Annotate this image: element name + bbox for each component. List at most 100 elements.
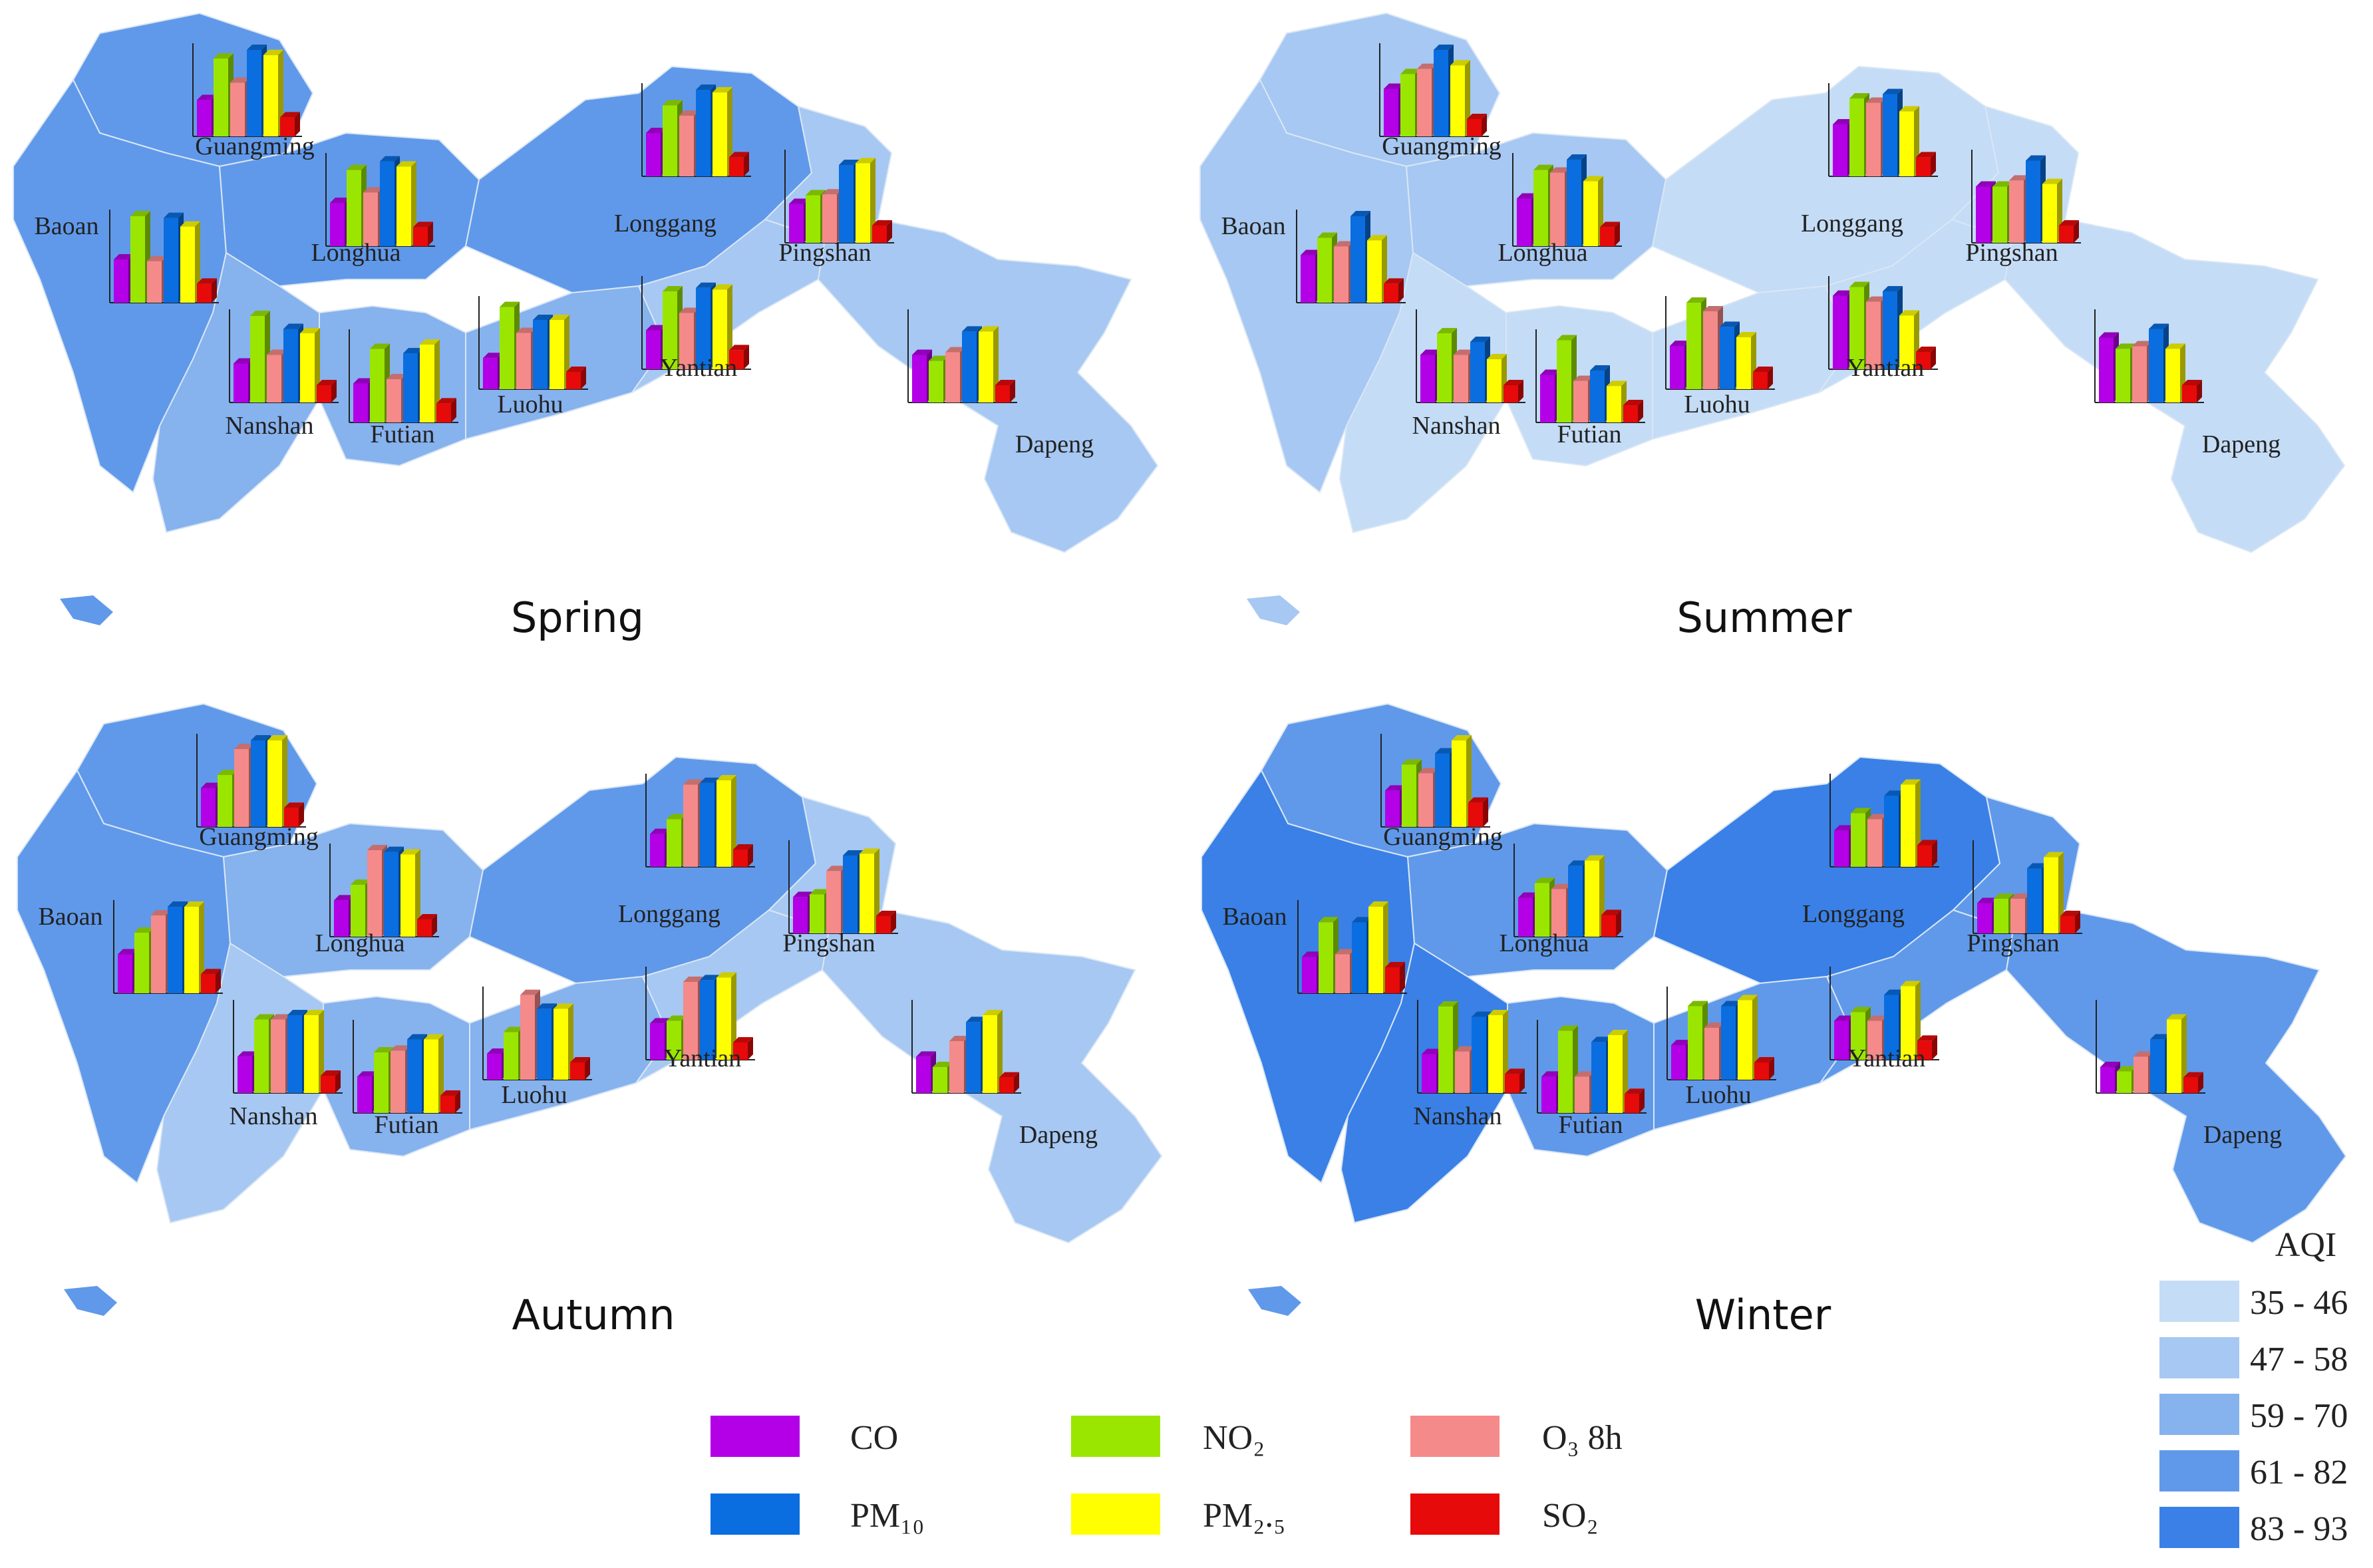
bar-luohu-winter-5 <box>1754 1057 1774 1080</box>
bar-chart-luohu-autumn <box>482 987 592 1080</box>
bar-chart-longgang-autumn <box>645 774 755 867</box>
bar-chart-futian-autumn <box>353 1020 462 1114</box>
bar-chart-baoan-autumn <box>113 900 223 994</box>
bar-longhua-spring-4 <box>396 161 416 246</box>
district-label-pingshan-autumn: Pingshan <box>782 929 875 957</box>
legend-swatch-o3-8h <box>1410 1416 1500 1457</box>
island-winter <box>1248 1286 1301 1316</box>
bar-longgang-autumn-5 <box>733 844 753 867</box>
bar-baoan-autumn-5 <box>201 969 221 993</box>
bar-chart-dapeng-autumn <box>911 1000 1021 1094</box>
bar-chart-baoan-summer <box>1296 210 1406 303</box>
bar-nanshan-autumn-5 <box>321 1070 341 1093</box>
aqi-swatch-35-46 <box>2159 1281 2239 1322</box>
bar-chart-longgang-summer <box>1828 83 1938 177</box>
district-label-dapeng-summer: Dapeng <box>2202 430 2281 458</box>
bar-pingshan-autumn-1 <box>810 889 830 933</box>
bar-guangming-autumn-4 <box>267 735 287 827</box>
bar-yantian-autumn-5 <box>733 1037 753 1060</box>
bar-longgang-winter-5 <box>1917 840 1937 867</box>
bar-futian-autumn-5 <box>440 1090 460 1113</box>
district-label-nanshan-spring: Nanshan <box>226 412 314 440</box>
district-label-futian-summer: Futian <box>1557 420 1621 448</box>
legend-label-co: CO <box>850 1419 898 1457</box>
bar-chart-dapeng-winter <box>2096 1000 2205 1094</box>
district-label-guangming-autumn: Guangming <box>199 823 318 851</box>
bar-longhua-summer-5 <box>1600 222 1620 246</box>
bar-chart-longhua-spring <box>325 153 435 247</box>
pollutant-legend: CO NO₂ O₃ 8h PM₁₀ PM₂.₅ SO₂ <box>711 1416 1623 1535</box>
bar-baoan-winter-5 <box>1385 962 1405 993</box>
district-label-longhua-spring: Longhua <box>311 239 400 267</box>
season-title-spring: Spring <box>511 593 644 642</box>
district-label-pingshan-spring: Pingshan <box>778 239 871 267</box>
bar-pingshan-autumn-5 <box>876 911 896 933</box>
bar-pingshan-spring-4 <box>856 158 875 243</box>
district-label-guangming-summer: Guangming <box>1382 132 1501 160</box>
bar-dapeng-spring-1 <box>929 355 949 402</box>
district-label-yantian-autumn: Yantian <box>664 1044 742 1072</box>
aqi-swatch-61-82 <box>2159 1450 2239 1491</box>
district-label-guangming-spring: Guangming <box>195 132 314 160</box>
season-title-summer: Summer <box>1676 593 1852 642</box>
map-panel-winter: Guangming Baoan Longhua Longgang Pingshan Nan… <box>1201 703 2347 1316</box>
bar-nanshan-spring-4 <box>300 328 320 402</box>
bar-chart-pingshan-winter <box>1973 840 2082 934</box>
legend-label-pm2-5: PM₂.₅ <box>1203 1497 1285 1535</box>
bar-longhua-spring-5 <box>413 222 433 246</box>
district-label-dapeng-autumn: Dapeng <box>1019 1121 1098 1149</box>
bar-chart-nanshan-summer <box>1416 309 1525 403</box>
bar-nanshan-summer-5 <box>1503 380 1523 402</box>
bar-pingshan-autumn-4 <box>860 848 879 933</box>
island-autumn <box>64 1286 117 1316</box>
bar-dapeng-autumn-4 <box>983 1010 1003 1093</box>
bar-chart-yantian-summer <box>1828 276 1938 370</box>
district-label-yantian-spring: Yantian <box>660 354 738 382</box>
bar-longgang-summer-4 <box>1899 106 1919 176</box>
bar-chart-longgang-winter <box>1829 774 1939 867</box>
district-label-baoan-autumn: Baoan <box>38 903 102 931</box>
bar-chart-nanshan-spring <box>229 309 339 403</box>
district-label-dapeng-spring: Dapeng <box>1015 430 1094 458</box>
bar-chart-nanshan-autumn <box>233 1000 343 1094</box>
bar-longgang-summer-5 <box>1916 152 1936 176</box>
bar-luohu-autumn-5 <box>570 1057 590 1080</box>
bar-chart-luohu-summer <box>1665 296 1775 390</box>
district-label-yantian-winter: Yantian <box>1848 1044 1926 1072</box>
district-label-nanshan-winter: Nanshan <box>1414 1102 1502 1130</box>
bar-pingshan-summer-1 <box>1992 181 2012 243</box>
district-label-pingshan-summer: Pingshan <box>1965 239 2058 267</box>
bar-yantian-spring-5 <box>729 345 749 369</box>
bar-chart-futian-winter <box>1537 1020 1647 1114</box>
bar-pingshan-summer-5 <box>2059 220 2079 243</box>
bar-chart-yantian-spring <box>641 276 751 370</box>
district-label-pingshan-winter: Pingshan <box>1967 929 2059 957</box>
bar-dapeng-winter-1 <box>2117 1066 2137 1093</box>
bar-chart-luohu-spring <box>478 296 588 390</box>
bar-baoan-autumn-4 <box>184 901 204 993</box>
bar-chart-futian-spring <box>349 329 458 423</box>
bar-chart-baoan-winter <box>1297 900 1407 994</box>
district-label-longhua-summer: Longhua <box>1498 239 1587 267</box>
district-label-longhua-autumn: Longhua <box>315 929 404 957</box>
bar-guangming-summer-5 <box>1467 114 1487 136</box>
bar-longhua-autumn-5 <box>417 914 437 937</box>
bar-guangming-winter-5 <box>1468 797 1488 827</box>
bar-longhua-summer-3 <box>1567 154 1587 246</box>
aqi-label-59-70: 59 - 70 <box>2250 1397 2348 1435</box>
bar-dapeng-summer-1 <box>2116 343 2136 402</box>
bar-chart-dapeng-summer <box>2094 309 2204 403</box>
bar-chart-nanshan-winter <box>1417 1000 1527 1094</box>
bar-chart-pingshan-summer <box>1971 150 2081 243</box>
bar-futian-winter-5 <box>1625 1088 1645 1113</box>
aqi-swatch-59-70 <box>2159 1394 2239 1435</box>
district-label-futian-spring: Futian <box>370 420 434 448</box>
bar-pingshan-spring-5 <box>872 220 892 243</box>
bar-chart-guangming-winter <box>1380 734 1490 828</box>
bar-futian-autumn-4 <box>424 1034 444 1113</box>
legend-swatch-pm2-5 <box>1071 1493 1160 1535</box>
legend-swatch-no2 <box>1071 1416 1160 1457</box>
district-label-nanshan-autumn: Nanshan <box>230 1102 318 1130</box>
bar-chart-longhua-autumn <box>329 844 439 937</box>
